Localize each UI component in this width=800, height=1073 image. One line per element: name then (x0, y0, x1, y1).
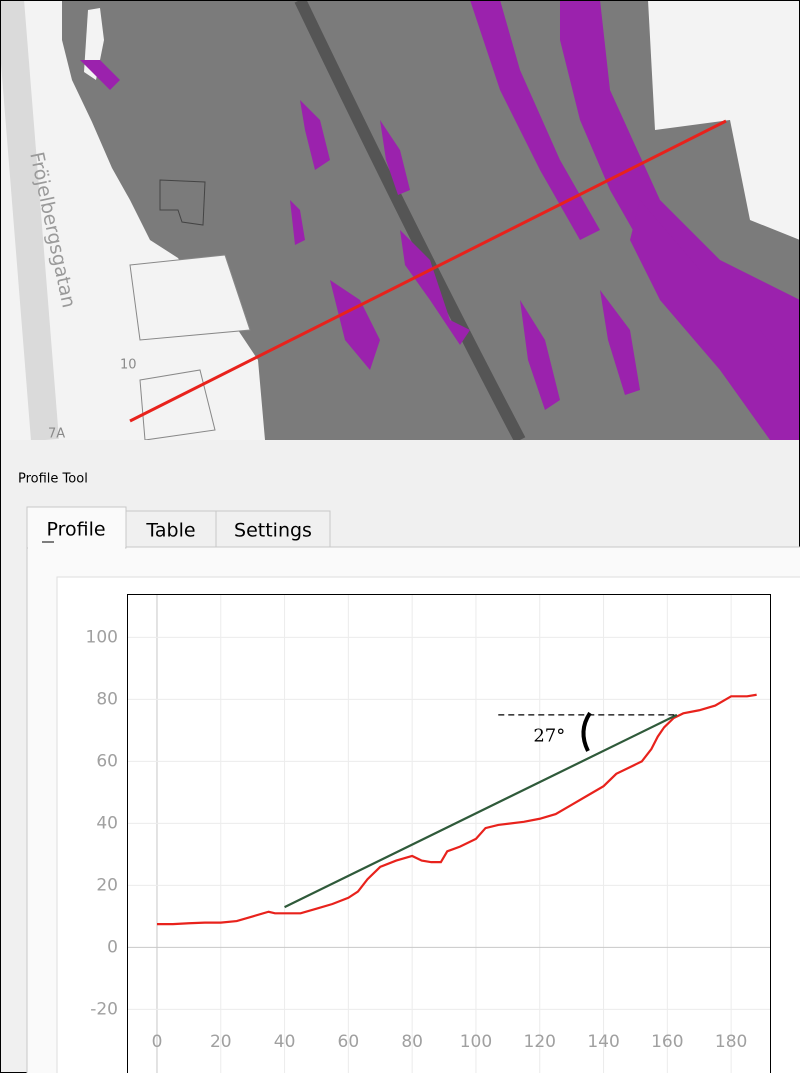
x-tick-label: 140 (587, 1032, 619, 1052)
y-tick-label: -20 (90, 999, 118, 1019)
map[interactable]: Fröjelbergsgatan 10 7A (0, 0, 800, 442)
house-number: 10 (120, 358, 137, 373)
x-tick-label: 160 (651, 1032, 683, 1052)
x-tick-label: 100 (460, 1032, 492, 1052)
screen: Fröjelbergsgatan 10 7A Profile Tool Prof… (0, 0, 800, 1073)
annotation: 27° (533, 726, 565, 747)
tab-label[interactable]: Profile (46, 519, 105, 541)
x-tick-label: 180 (715, 1032, 747, 1052)
y-tick-label: 20 (96, 875, 118, 895)
tab-join (28, 546, 125, 549)
y-tick-label: 40 (96, 813, 118, 833)
chart-area (57, 577, 800, 1073)
x-tick-label: 120 (524, 1032, 556, 1052)
x-tick-label: 80 (401, 1032, 423, 1052)
y-tick-label: 80 (96, 689, 118, 709)
x-tick-label: 0 (152, 1032, 163, 1052)
y-tick-label: 100 (86, 627, 118, 647)
x-tick-label: 40 (274, 1032, 296, 1052)
tab-label[interactable]: Settings (234, 520, 312, 542)
x-tick-label: 60 (338, 1032, 360, 1052)
x-tick-label: 20 (210, 1032, 232, 1052)
tab-label[interactable]: Table (145, 520, 195, 542)
house-number: 7A (48, 427, 65, 442)
y-tick-label: 0 (107, 937, 118, 957)
panel-title: Profile Tool (18, 472, 88, 487)
y-tick-label: 60 (96, 751, 118, 771)
